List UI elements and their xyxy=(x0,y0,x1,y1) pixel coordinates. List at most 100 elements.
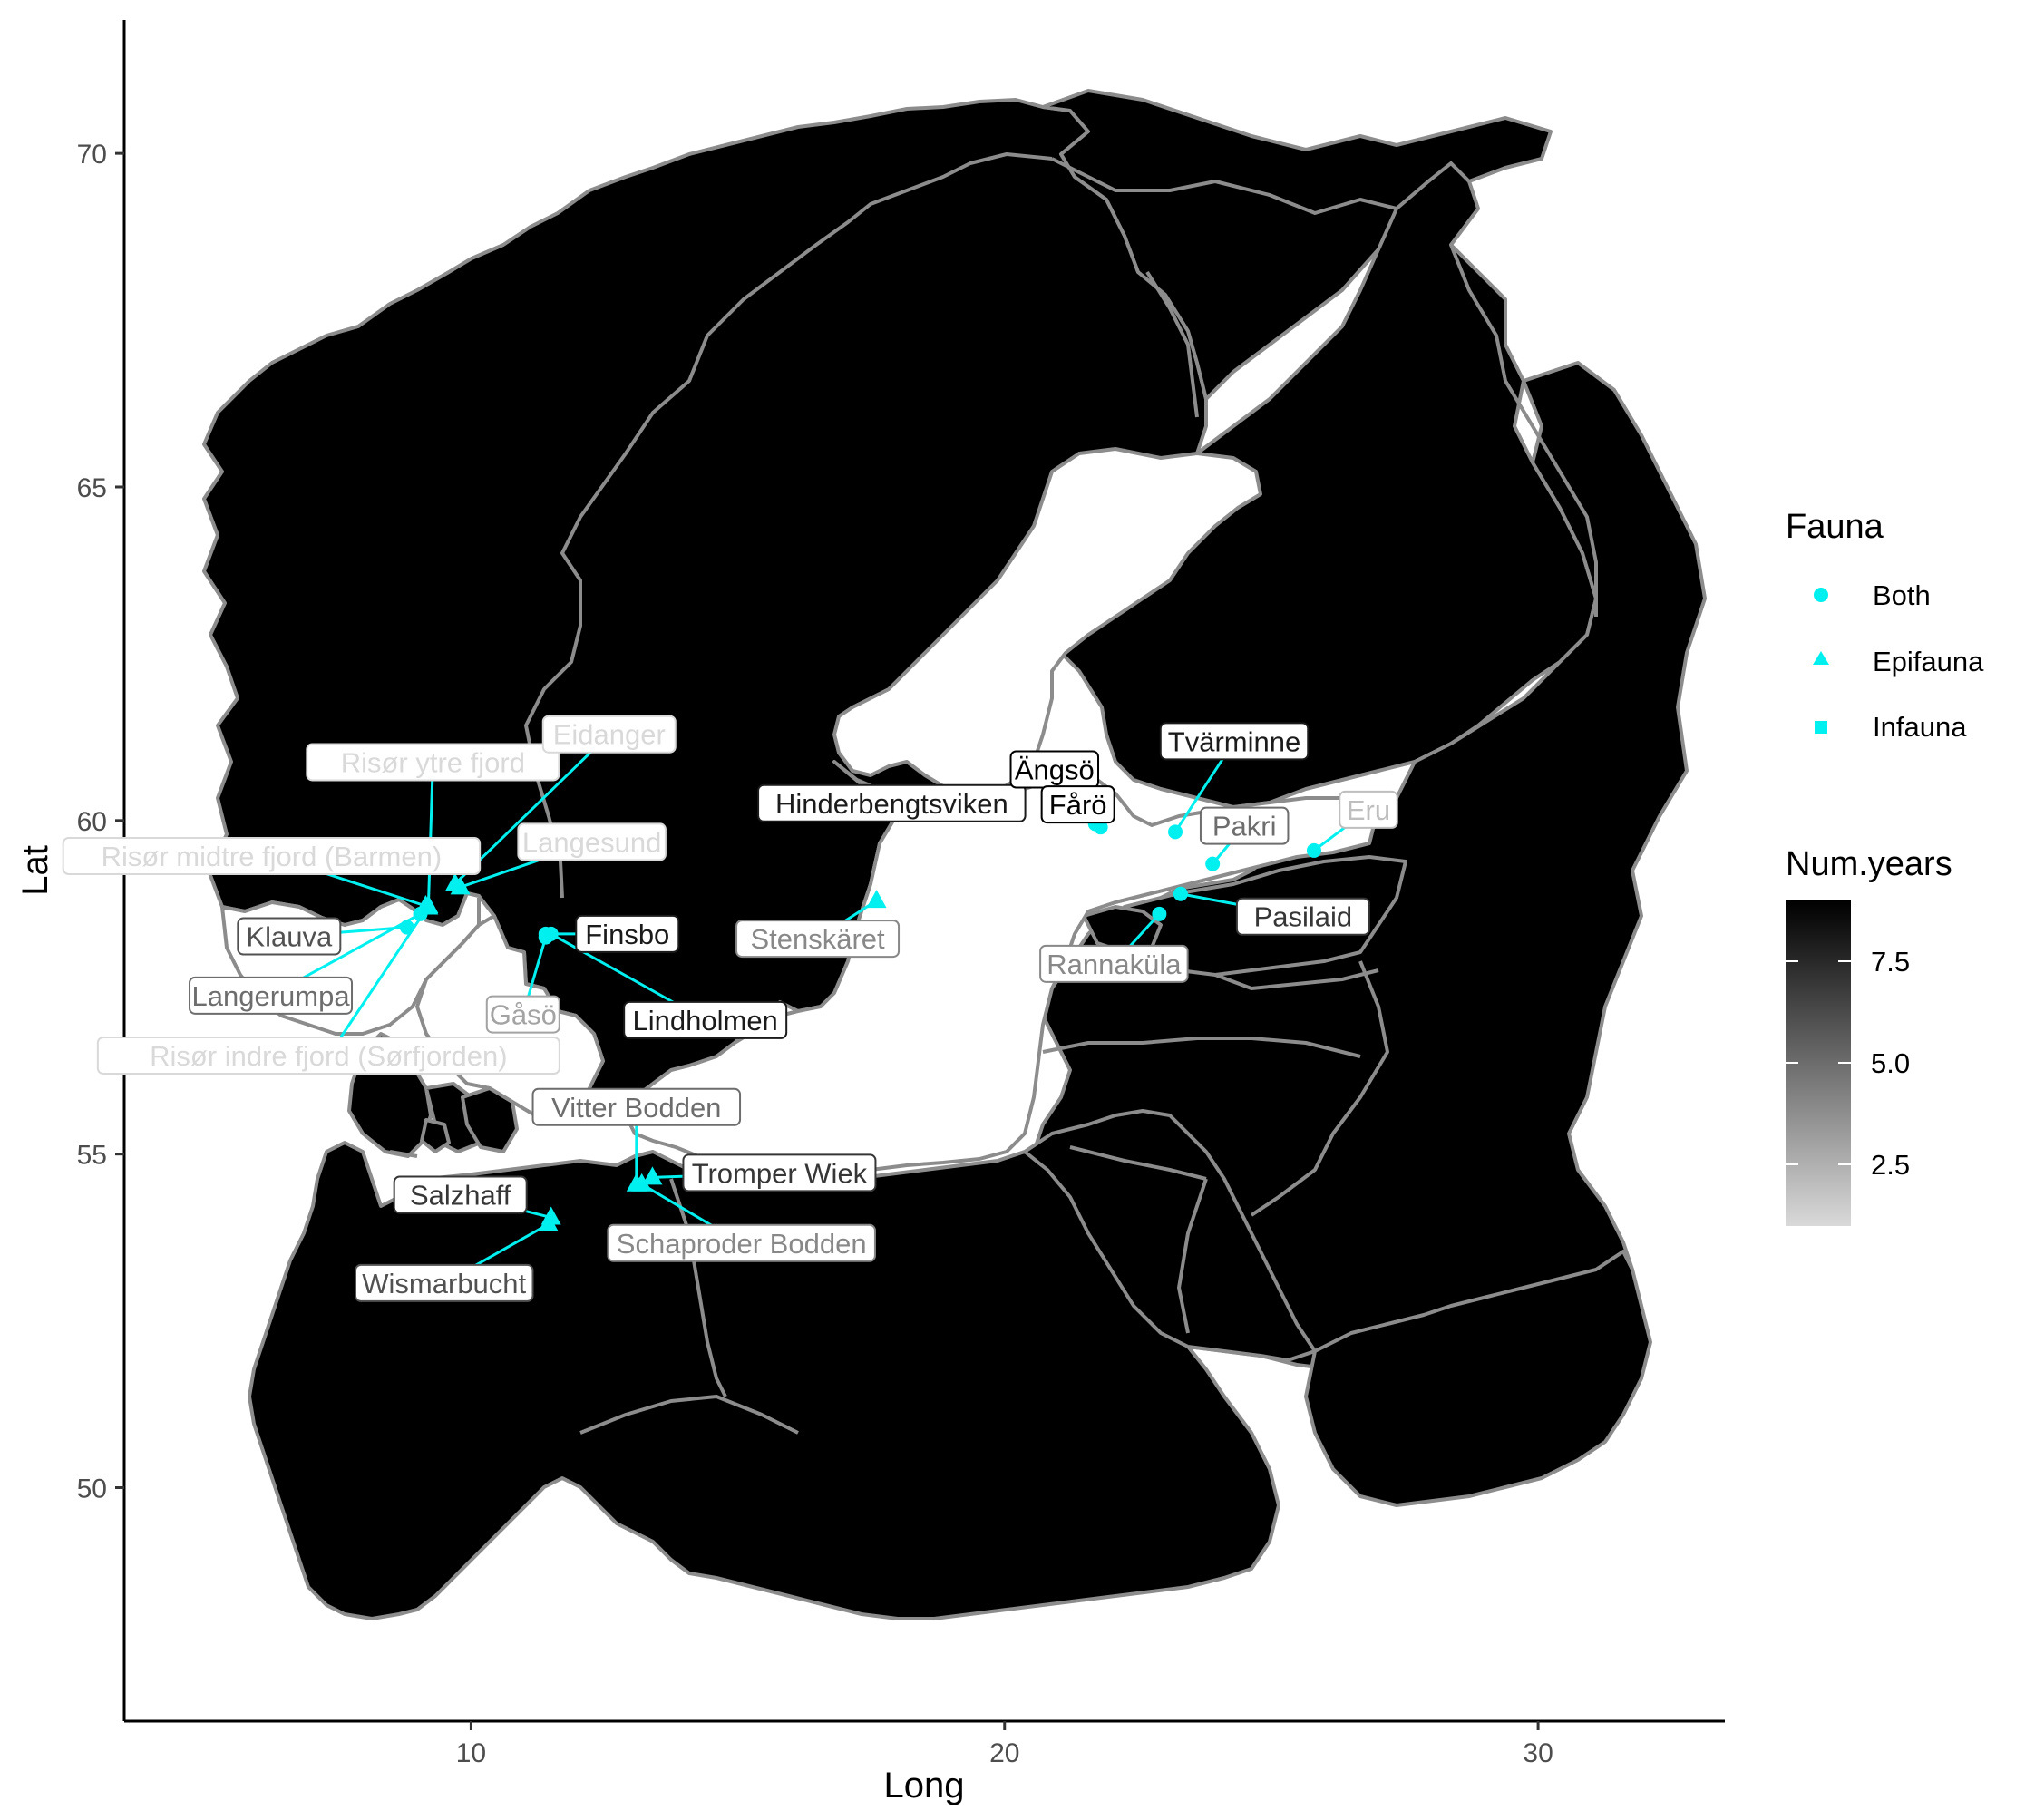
y-tick-label: 55 xyxy=(77,1141,107,1171)
site-label-box xyxy=(237,917,342,956)
site-label: Eru xyxy=(1339,790,1398,829)
sweden-finland-border xyxy=(1145,270,1199,418)
site-label-box xyxy=(96,1036,560,1075)
site-label-text: Hinderbengtsviken xyxy=(775,788,1008,820)
site-label: Rannaküla xyxy=(1039,944,1189,983)
site-label-text: Pakri xyxy=(1212,811,1277,842)
x-tick-label: 30 xyxy=(1523,1738,1553,1768)
site-label-text: Stenskäret xyxy=(750,923,885,955)
fauna-legend-item-infauna: Infauna xyxy=(1815,711,1967,743)
site-label-box xyxy=(1235,897,1370,936)
site-label-box xyxy=(517,822,667,861)
site-label-text: Langerumpa xyxy=(191,980,350,1012)
site-label-box xyxy=(575,914,680,953)
site-label-box xyxy=(623,1000,788,1039)
site-label-text: Risør indre fjord (Sørfjorden) xyxy=(150,1040,507,1072)
site-point-both xyxy=(1168,824,1183,840)
site-label-box xyxy=(306,743,560,782)
site-label: Eidanger xyxy=(541,715,677,754)
site-label: Ängsö xyxy=(1009,750,1100,789)
site-label: Schaproder Bodden xyxy=(607,1223,876,1262)
site-label-text: Klauva xyxy=(246,921,333,953)
site-label-text: Ängsö xyxy=(1015,754,1095,786)
axis-ticks: 10 20 30 50 55 60 65 70 xyxy=(77,140,1553,1768)
estonia-latvia-border xyxy=(1214,968,1379,990)
colorbar-tick-label: 2.5 xyxy=(1871,1149,1910,1181)
colorbar-tick-label: 5.0 xyxy=(1871,1047,1910,1079)
site-label-box xyxy=(735,920,901,959)
site-point-epifauna xyxy=(538,1212,559,1231)
site-point-epifauna xyxy=(866,890,887,909)
baltic-russia-border xyxy=(1250,960,1389,1217)
site-point-both xyxy=(1152,906,1167,921)
fauna-legend-item-both: Both xyxy=(1814,579,1931,611)
site-label-box xyxy=(1159,722,1310,761)
site-point-both xyxy=(543,926,559,941)
site-label: Lindholmen xyxy=(623,1000,788,1039)
site-label-text: Rannaküla xyxy=(1047,949,1182,980)
site-point-both xyxy=(399,920,414,935)
site-label-box xyxy=(1339,790,1398,829)
site-label-box xyxy=(485,995,560,1034)
site-label-box xyxy=(354,1263,534,1302)
site-label: Stenskäret xyxy=(735,920,901,959)
country-borders xyxy=(389,152,1598,1435)
germany-czech-border xyxy=(579,1395,799,1435)
site-label: Salzhaff xyxy=(393,1175,528,1214)
site-label-text: Vitter Bodden xyxy=(551,1092,721,1124)
fauna-legend-item-epifauna: Epifauna xyxy=(1813,646,1984,677)
denmark-germany-border xyxy=(389,1150,418,1158)
x-tick-label: 10 xyxy=(456,1738,486,1768)
site-label: Langesund xyxy=(517,822,667,861)
site-label-box xyxy=(757,783,1027,822)
site-label-text: Schaproder Bodden xyxy=(617,1228,867,1260)
site-label: Pakri xyxy=(1199,806,1290,845)
triangle-icon xyxy=(1813,651,1829,665)
site-label-box xyxy=(62,836,482,875)
site-label: Risør indre fjord (Sørfjorden) xyxy=(96,1036,560,1075)
fauna-legend-label: Infauna xyxy=(1873,711,1967,743)
colorbar-tick-label: 7.5 xyxy=(1871,946,1910,978)
site-label: Vitter Bodden xyxy=(531,1087,742,1126)
site-label-text: Pasilaid xyxy=(1254,901,1353,933)
label-segment xyxy=(426,762,434,908)
site-label-text: Gåsö xyxy=(490,999,557,1031)
site-label-text: Eru xyxy=(1347,794,1390,826)
site-label-text: Fårö xyxy=(1049,789,1107,821)
site-label-box xyxy=(393,1175,528,1214)
years-legend-title: Num.years xyxy=(1786,845,1952,883)
site-label-box xyxy=(189,976,354,1015)
site-label: Fårö xyxy=(1040,785,1115,824)
site-label: Tvärminne xyxy=(1159,722,1310,761)
site-point-epifauna xyxy=(418,894,439,913)
belarus-poland-border xyxy=(1177,1178,1208,1334)
site-label-box xyxy=(531,1087,742,1126)
site-label-box xyxy=(607,1223,876,1262)
y-axis-title: Lat xyxy=(15,845,55,896)
site-point-both xyxy=(1205,856,1221,871)
site-point-epifauna xyxy=(450,876,471,895)
y-tick-label: 60 xyxy=(77,807,107,837)
site-label: Gåsö xyxy=(485,995,560,1034)
site-point-both xyxy=(1173,886,1188,901)
site-label-box xyxy=(541,715,677,754)
square-icon xyxy=(1815,721,1827,734)
lithuania-poland-border xyxy=(1069,1145,1207,1181)
site-label-box xyxy=(1040,785,1115,824)
baltic-sea xyxy=(624,760,1380,1176)
site-label: Wismarbucht xyxy=(354,1263,534,1302)
site-label: Langerumpa xyxy=(189,976,354,1015)
site-label: Risør midtre fjord (Barmen) xyxy=(62,836,482,875)
site-label-text: Salzhaff xyxy=(410,1180,511,1212)
site-label-text: Tvärminne xyxy=(1168,725,1300,757)
x-tick-label: 20 xyxy=(989,1738,1019,1768)
site-label: Hinderbengtsviken xyxy=(757,783,1027,822)
colorbar-ticks xyxy=(1786,960,1851,1165)
x-axis-title: Long xyxy=(884,1766,965,1805)
fauna-legend-label: Epifauna xyxy=(1873,646,1984,677)
y-tick-label: 50 xyxy=(77,1474,107,1504)
norway-finland-border xyxy=(1051,157,1397,215)
site-point-epifauna xyxy=(631,1173,652,1192)
site-label-text: Risør ytre fjord xyxy=(341,746,525,778)
site-label-box xyxy=(1039,944,1189,983)
